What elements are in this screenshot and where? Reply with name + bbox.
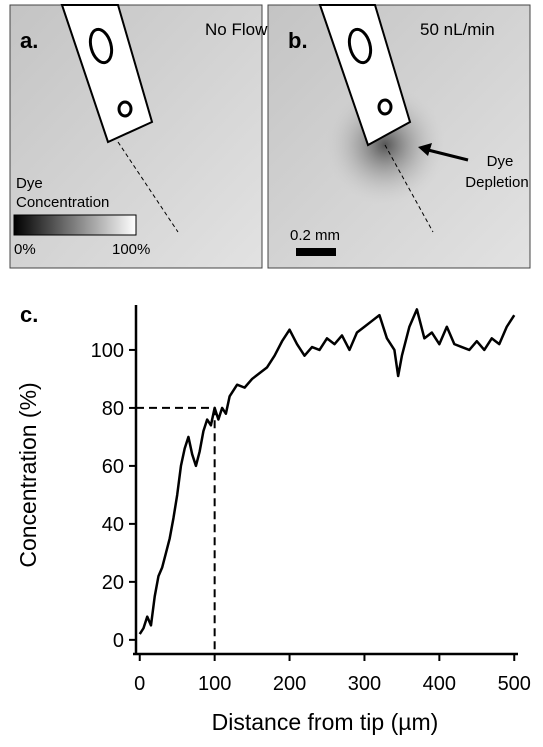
y-tick-label: 0 — [113, 630, 124, 652]
colorbar — [13, 214, 137, 236]
x-tick-label: 400 — [423, 673, 456, 695]
condition: No Flow — [205, 20, 268, 39]
x-tick-label: 0 — [134, 673, 145, 695]
panel-label: c. — [20, 302, 38, 327]
annotation: Depletion — [465, 174, 528, 191]
y-tick-label: 100 — [91, 340, 124, 362]
data-line — [138, 308, 516, 635]
scale-bar — [296, 248, 336, 256]
colorbar-title: Dye — [16, 175, 43, 192]
bubble — [347, 27, 373, 65]
condition: 50 nL/min — [420, 20, 495, 39]
y-tick-label: 20 — [102, 572, 124, 594]
colorbar-min: 0% — [14, 241, 36, 258]
colorbar-max: 100% — [112, 241, 150, 258]
y-tick-label: 80 — [102, 398, 124, 420]
colorbar-title: Concentration — [16, 194, 109, 211]
scale-bar-label: 0.2 mm — [290, 227, 340, 244]
bubble — [88, 27, 114, 65]
x-tick-label: 100 — [198, 673, 231, 695]
bubble — [377, 98, 393, 116]
y-tick-label: 40 — [102, 514, 124, 536]
x-tick-label: 200 — [273, 673, 306, 695]
arrow-head — [418, 143, 432, 156]
annotation: Dye — [487, 153, 514, 170]
panel-b: b. 50 nL/min Dye Depletion 0.2 mm — [267, 4, 531, 269]
bubble — [117, 100, 133, 118]
panel-a: a. No Flow Dye Concentration 0% 100% — [9, 4, 268, 269]
x-tick-label: 300 — [348, 673, 381, 695]
arrow — [423, 147, 469, 162]
y-tick-label: 60 — [102, 456, 124, 478]
x-tick-label: 500 — [498, 673, 531, 695]
y-axis-title: Concentration (%) — [15, 382, 41, 567]
panel-label: b. — [288, 28, 308, 53]
x-axis-title: Distance from tip (µm) — [212, 709, 439, 735]
profile-line — [384, 144, 434, 233]
panel-label: a. — [20, 28, 38, 53]
